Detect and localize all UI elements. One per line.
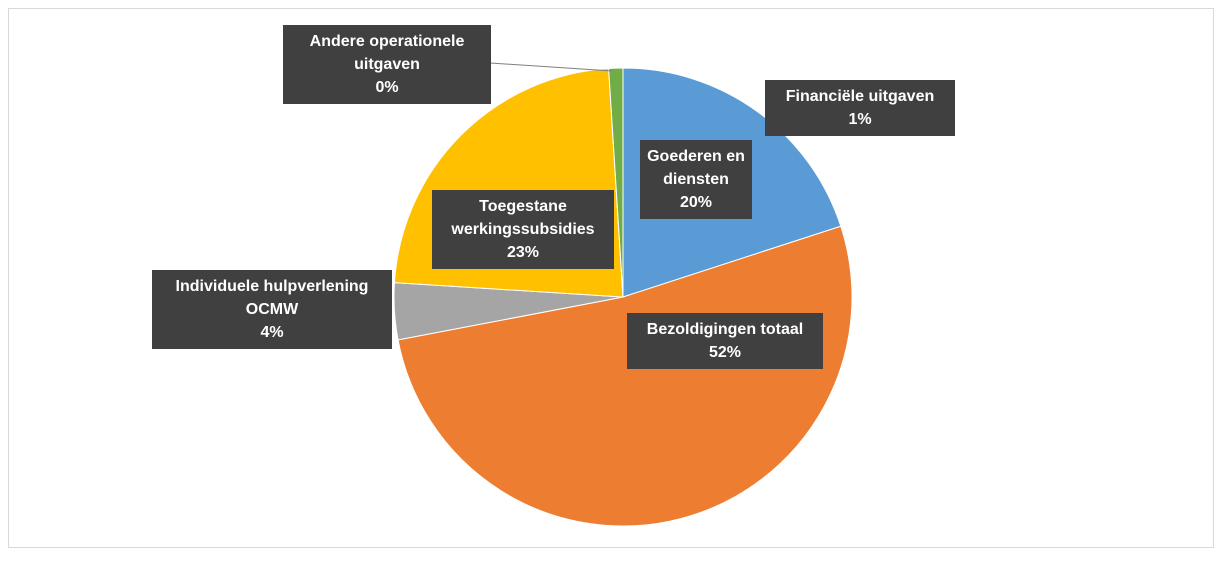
pie-slice [608,67,624,298]
chart-frame [8,8,1214,548]
label-name: Andere operationele uitgaven [309,33,465,73]
label-value: 23% [506,244,540,261]
label-name: Individuele hulpverlening OCMW [175,278,369,318]
label-value: 20% [679,194,713,211]
data-label: Individuele hulpverlening OCMW 4% [152,270,392,349]
label-name: Bezoldigingen totaal [646,321,804,338]
label-value: 52% [708,344,742,361]
data-label: Goederen en diensten 20% [640,140,752,219]
label-value: 0% [375,79,399,96]
data-label: Bezoldigingen totaal 52% [627,313,823,369]
label-value: 4% [260,324,284,341]
label-name: Financiële uitgaven [785,88,935,105]
data-label: Toegestane werkingssubsidies 23% [432,190,614,269]
leader-line [489,62,613,72]
data-label: Andere operationele uitgaven 0% [283,25,491,104]
pie-slice [397,225,853,527]
label-value: 1% [848,111,872,128]
label-name: Goederen en diensten [647,148,745,188]
data-label: Financiële uitgaven 1% [765,80,955,136]
label-name: Toegestane werkingssubsidies [451,198,595,238]
